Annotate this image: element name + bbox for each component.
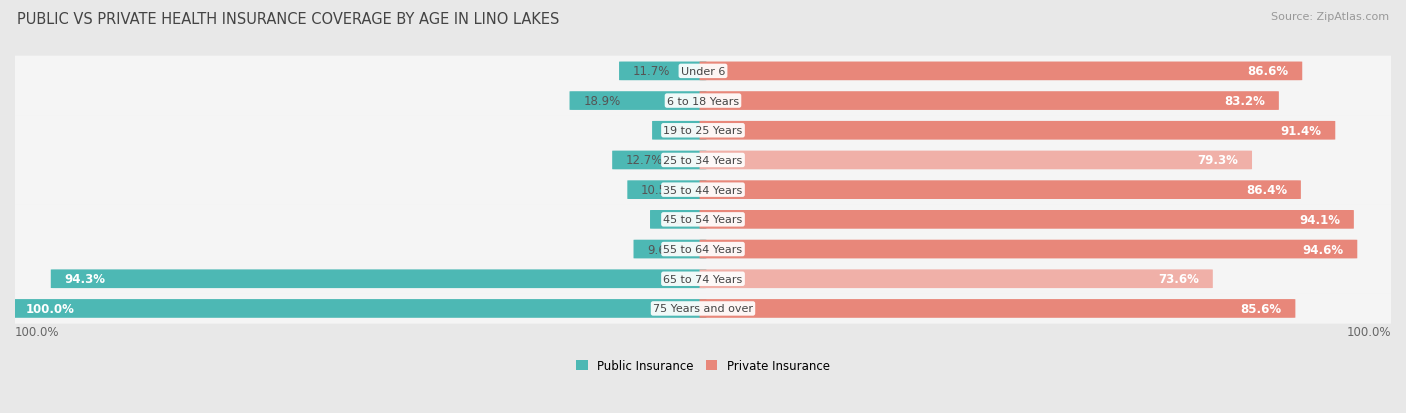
Text: 91.4%: 91.4% [1281,124,1322,138]
Legend: Public Insurance, Private Insurance: Public Insurance, Private Insurance [576,359,830,372]
Text: 83.2%: 83.2% [1225,95,1265,108]
Text: PUBLIC VS PRIVATE HEALTH INSURANCE COVERAGE BY AGE IN LINO LAKES: PUBLIC VS PRIVATE HEALTH INSURANCE COVER… [17,12,560,27]
FancyBboxPatch shape [700,211,1354,229]
FancyBboxPatch shape [627,181,706,199]
Text: 45 to 54 Years: 45 to 54 Years [664,215,742,225]
Text: 100.0%: 100.0% [25,302,75,315]
Text: 75 Years and over: 75 Years and over [652,304,754,314]
FancyBboxPatch shape [11,299,706,318]
Text: 6 to 18 Years: 6 to 18 Years [666,96,740,106]
FancyBboxPatch shape [700,270,1213,288]
Text: 25 to 34 Years: 25 to 34 Years [664,156,742,166]
Text: 18.9%: 18.9% [583,95,620,108]
FancyBboxPatch shape [652,121,706,140]
Text: 94.1%: 94.1% [1299,214,1340,226]
Text: 35 to 44 Years: 35 to 44 Years [664,185,742,195]
Text: 6.9%: 6.9% [666,124,696,138]
Text: 79.3%: 79.3% [1198,154,1239,167]
FancyBboxPatch shape [612,151,706,170]
Text: 19 to 25 Years: 19 to 25 Years [664,126,742,136]
FancyBboxPatch shape [700,151,1251,170]
FancyBboxPatch shape [700,299,1295,318]
FancyBboxPatch shape [7,234,1399,265]
FancyBboxPatch shape [569,92,706,111]
FancyBboxPatch shape [700,62,1302,81]
FancyBboxPatch shape [700,92,1279,111]
FancyBboxPatch shape [700,240,1357,259]
Text: 12.7%: 12.7% [626,154,664,167]
Text: 85.6%: 85.6% [1240,302,1282,315]
Text: Source: ZipAtlas.com: Source: ZipAtlas.com [1271,12,1389,22]
Text: 100.0%: 100.0% [1347,325,1391,338]
FancyBboxPatch shape [7,116,1399,146]
FancyBboxPatch shape [7,264,1399,294]
FancyBboxPatch shape [7,145,1399,176]
FancyBboxPatch shape [619,62,706,81]
FancyBboxPatch shape [634,240,706,259]
FancyBboxPatch shape [51,270,706,288]
FancyBboxPatch shape [7,205,1399,235]
Text: 55 to 64 Years: 55 to 64 Years [664,244,742,254]
Text: 9.6%: 9.6% [647,243,678,256]
Text: 11.7%: 11.7% [633,65,671,78]
FancyBboxPatch shape [700,121,1336,140]
Text: 10.5%: 10.5% [641,184,678,197]
Text: 94.3%: 94.3% [65,273,105,285]
FancyBboxPatch shape [7,175,1399,205]
FancyBboxPatch shape [7,86,1399,116]
Text: 86.6%: 86.6% [1247,65,1288,78]
FancyBboxPatch shape [700,181,1301,199]
Text: 7.2%: 7.2% [664,214,693,226]
FancyBboxPatch shape [7,57,1399,87]
Text: 94.6%: 94.6% [1302,243,1344,256]
Text: 65 to 74 Years: 65 to 74 Years [664,274,742,284]
FancyBboxPatch shape [650,211,706,229]
Text: Under 6: Under 6 [681,67,725,77]
Text: 73.6%: 73.6% [1159,273,1199,285]
Text: 100.0%: 100.0% [15,325,59,338]
FancyBboxPatch shape [7,294,1399,324]
Text: 86.4%: 86.4% [1246,184,1286,197]
